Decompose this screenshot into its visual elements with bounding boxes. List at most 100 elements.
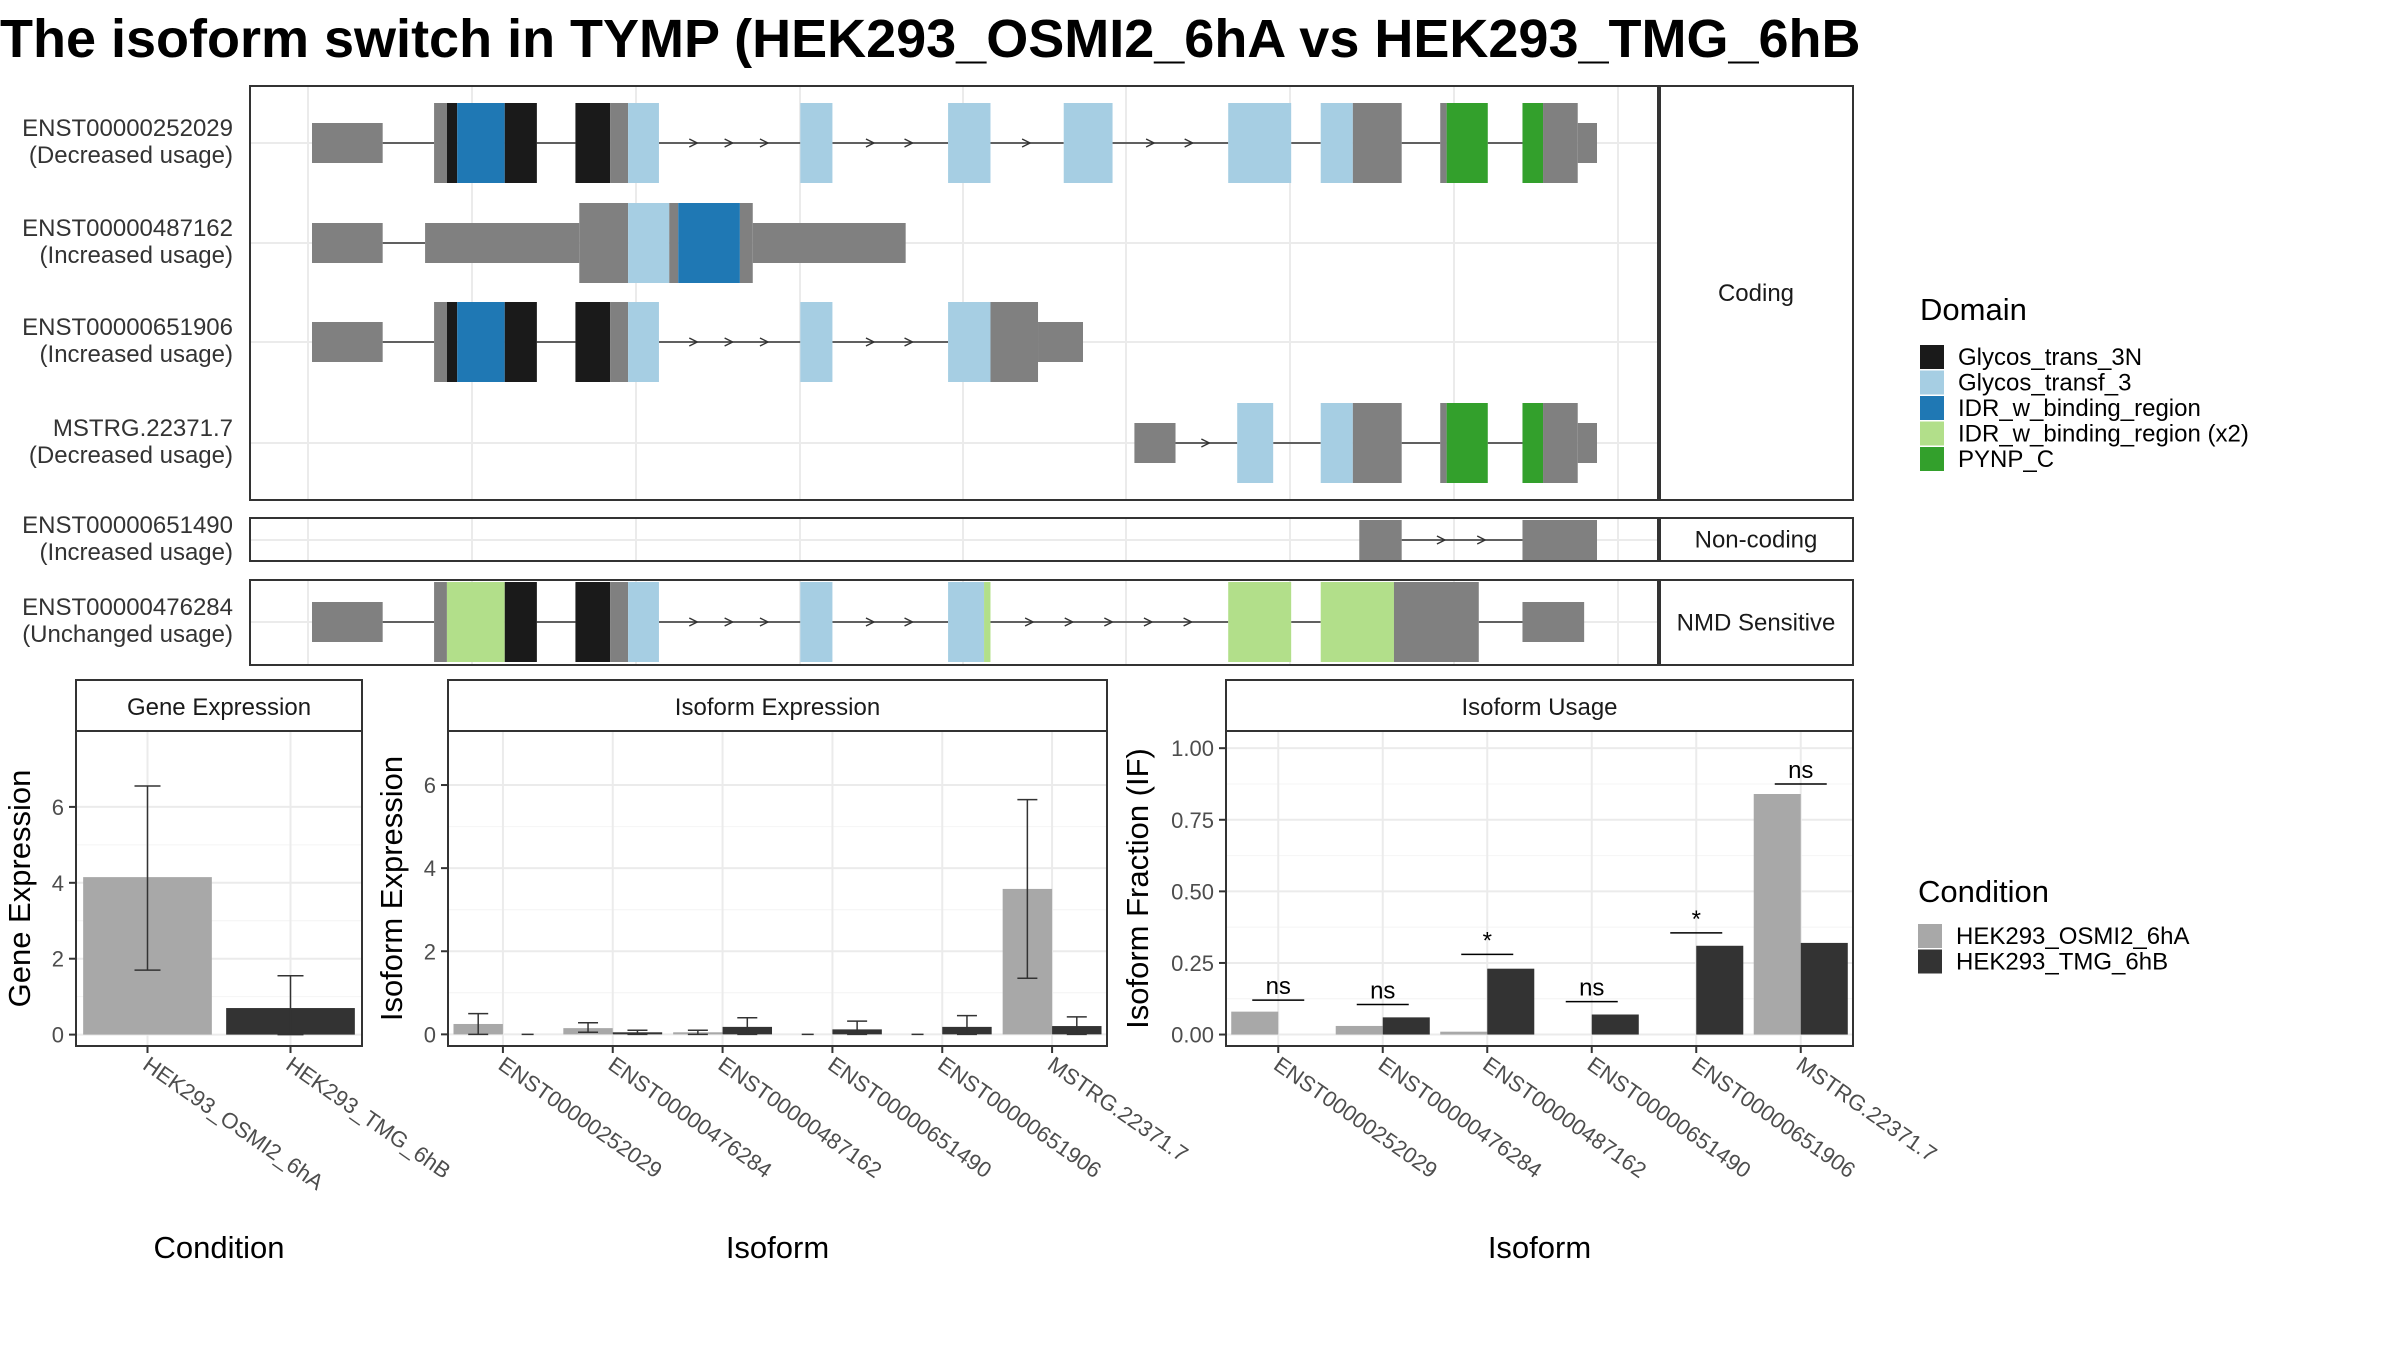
- exon-block: [434, 103, 447, 183]
- domain-segment: [457, 103, 505, 183]
- transcript-usage-label: (Increased usage): [40, 539, 233, 566]
- exon-block: [1522, 520, 1597, 560]
- condition-legend-label: HEK293_TMG_6hB: [1956, 949, 2168, 976]
- domain-segment: [1237, 403, 1274, 483]
- domain-segment: [948, 103, 991, 183]
- intron-direction-arrow: [1436, 535, 1447, 545]
- category-strip: [1659, 517, 1854, 562]
- exon-block: [1038, 322, 1083, 362]
- figure-title: The isoform switch in TYMP (HEK293_OSMI2…: [0, 9, 1861, 69]
- transcript-id-label: ENST00000476284: [22, 594, 233, 621]
- bar-chart-panels: Gene Expression0246HEK293_OSMI2_6hAHEK29…: [2, 679, 1941, 1265]
- y-axis-title: Isoform Fraction (IF): [1120, 748, 1155, 1029]
- domain-legend-label: Glycos_transf_3: [1958, 370, 2131, 397]
- exon-block: [752, 223, 906, 263]
- y-tick-label: 0.00: [1171, 1023, 1214, 1048]
- intron-direction-arrow: [1476, 535, 1487, 545]
- intron-direction-arrow: [688, 617, 699, 627]
- bar-panel-title: Isoform Usage: [1461, 694, 1617, 721]
- domain-legend-label: IDR_w_binding_region: [1958, 395, 2201, 422]
- significance-label: ns: [1579, 975, 1604, 1002]
- legends: DomainGlycos_trans_3NGlycos_transf_3IDR_…: [1918, 292, 2249, 976]
- exon-block: [990, 302, 1039, 382]
- bar: [1440, 1031, 1488, 1035]
- category-strip: [1659, 579, 1854, 666]
- category-strip-label: NMD Sensitive: [1677, 610, 1836, 637]
- transcript-id-label: MSTRG.22371.7: [53, 415, 233, 442]
- bar-panel-strip: [1225, 679, 1854, 732]
- exon-block: [610, 302, 629, 382]
- domain-segment: [1228, 103, 1292, 183]
- condition-legend-title: Condition: [1918, 874, 2049, 909]
- intron-direction-arrow: [1024, 617, 1035, 627]
- intron-direction-arrow: [1201, 438, 1211, 448]
- intron-direction-arrow: [688, 138, 699, 148]
- intron-direction-arrow: [904, 138, 915, 148]
- domain-segment: [1522, 103, 1544, 183]
- significance-label: *: [1692, 906, 1701, 933]
- intron-direction-arrow: [759, 138, 770, 148]
- domain-segment: [678, 203, 740, 283]
- domain-segment: [446, 103, 458, 183]
- structure-panel-border: [249, 517, 1659, 562]
- domain-legend-swatch: [1920, 345, 1944, 369]
- exon-block: [425, 223, 580, 263]
- condition-legend-swatch: [1918, 924, 1942, 948]
- y-tick-label: 2: [424, 939, 436, 964]
- exon-block: [1543, 403, 1578, 483]
- domain-segment: [1522, 403, 1544, 483]
- domain-segment: [628, 302, 659, 382]
- intron-direction-arrow: [904, 617, 915, 627]
- domain-segment: [948, 582, 985, 662]
- domain-legend-label: PYNP_C: [1958, 446, 2054, 473]
- significance-label: ns: [1788, 757, 1813, 784]
- exon-block: [434, 582, 447, 662]
- exon-block: [669, 203, 679, 283]
- domain-legend-swatch: [1920, 396, 1944, 420]
- y-tick-label: 0.25: [1171, 951, 1214, 976]
- domain-legend-swatch: [1920, 370, 1944, 395]
- bar-panel-strip: [447, 679, 1108, 732]
- transcript-usage-label: (Decreased usage): [29, 142, 233, 169]
- domain-legend-swatch: [1920, 447, 1944, 471]
- bar: [1591, 1014, 1639, 1035]
- domain-segment: [575, 302, 611, 382]
- domain-segment: [628, 103, 659, 183]
- bar: [1696, 945, 1744, 1035]
- domain-segment: [1063, 103, 1113, 183]
- structure-panel-border: [249, 85, 1659, 501]
- exon-block: [312, 123, 383, 163]
- x-axis-title: Isoform: [1488, 1230, 1591, 1265]
- transcript-id-label: ENST00000252029: [22, 115, 233, 142]
- domain-segment: [800, 302, 833, 382]
- domain-segment: [984, 582, 991, 662]
- transcript-id-label: ENST00000651490: [22, 512, 233, 539]
- significance-label: *: [1483, 927, 1492, 954]
- intron-direction-arrow: [724, 138, 735, 148]
- transcript-usage-label: (Unchanged usage): [22, 621, 233, 648]
- condition-legend-swatch: [1918, 949, 1942, 974]
- bar: [1800, 942, 1848, 1035]
- bar: [1382, 1017, 1430, 1035]
- exon-block: [610, 103, 629, 183]
- intron-direction-arrow: [1021, 138, 1032, 148]
- y-tick-label: 2: [52, 947, 64, 972]
- domain-segment: [1446, 103, 1488, 183]
- exon-block: [312, 602, 383, 642]
- y-tick-label: 1.00: [1171, 736, 1214, 761]
- bar: [1335, 1025, 1383, 1035]
- exon-block: [312, 223, 383, 263]
- transcript-id-label: ENST00000487162: [22, 215, 233, 242]
- y-tick-label: 4: [52, 871, 64, 896]
- intron-direction-arrow: [1145, 138, 1156, 148]
- domain-segment: [1320, 582, 1394, 662]
- bar-panel-title: Isoform Expression: [675, 694, 880, 721]
- exon-block: [434, 302, 447, 382]
- y-tick-label: 0: [424, 1022, 436, 1047]
- bar-panel-border: [447, 730, 1108, 1047]
- exon-block: [610, 582, 629, 662]
- domain-segment: [1320, 403, 1353, 483]
- exon-block: [1352, 403, 1402, 483]
- structure-panel-border: [249, 579, 1659, 666]
- category-strip-label: Non-coding: [1695, 527, 1818, 554]
